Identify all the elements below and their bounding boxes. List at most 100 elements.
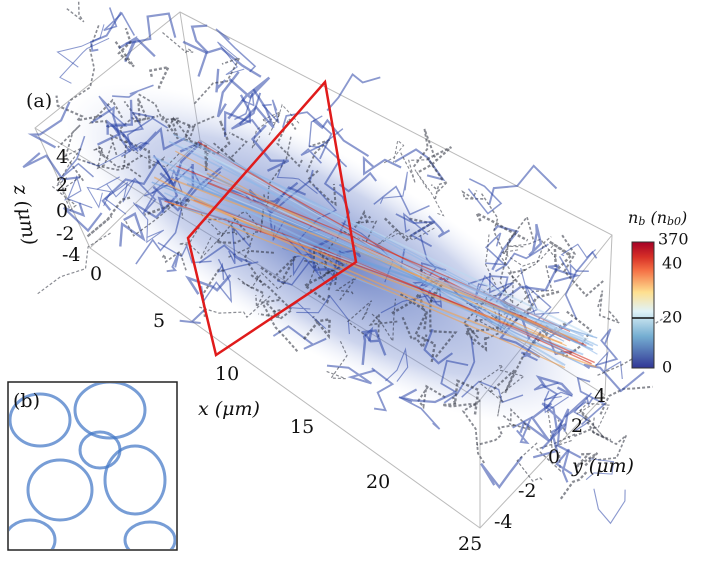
fiber — [134, 98, 159, 123]
fiber — [484, 232, 507, 266]
fiber — [55, 95, 102, 123]
fiber — [353, 209, 372, 228]
fiber — [9, 518, 57, 549]
fiber — [161, 115, 195, 140]
colorbar-title-part: b — [638, 215, 645, 228]
fiber — [151, 154, 175, 194]
fiber — [104, 179, 136, 215]
fiber — [512, 415, 533, 445]
fiber — [157, 242, 212, 264]
fiber — [423, 328, 454, 365]
fiber — [250, 274, 294, 320]
fiber — [430, 180, 449, 200]
fiber — [198, 244, 252, 264]
fiber — [161, 250, 187, 271]
colorbar-tick-label: 40 — [662, 254, 682, 273]
colorbar: nb (nb0) 370 40 20 0 — [628, 208, 689, 377]
fiber — [497, 369, 526, 417]
fiber — [56, 147, 83, 187]
fiber — [335, 277, 357, 301]
fiber — [398, 388, 458, 404]
fiber — [241, 281, 265, 310]
fiber — [86, 186, 112, 209]
fiber — [263, 136, 292, 210]
z-tick-label: 0 — [56, 200, 68, 222]
colorbar-tick-label: 20 — [662, 308, 682, 327]
fiber — [532, 423, 567, 459]
fiber — [476, 424, 515, 446]
fiber — [361, 326, 374, 366]
fiber — [480, 456, 523, 490]
fiber — [502, 407, 534, 432]
fiber — [215, 28, 257, 73]
z-tick-label: -4 — [62, 244, 81, 266]
fiber — [243, 249, 274, 287]
fiber — [190, 24, 209, 77]
fiber — [308, 115, 344, 148]
fiber — [9, 392, 72, 448]
fiber — [516, 442, 544, 482]
fiber — [36, 232, 111, 295]
fiber — [228, 208, 265, 258]
fiber — [215, 68, 227, 93]
fiber — [462, 322, 514, 352]
fiber — [91, 105, 131, 153]
fiber — [201, 258, 233, 304]
fiber — [174, 150, 567, 347]
fiber — [231, 92, 262, 133]
fiber — [300, 143, 348, 168]
z-tick-label: 2 — [56, 174, 68, 196]
fiber — [86, 196, 131, 238]
fiber — [312, 118, 370, 157]
fiber — [95, 145, 131, 169]
fiber — [57, 124, 84, 182]
fiber — [520, 330, 542, 362]
x-tick-label: 20 — [366, 471, 390, 493]
y-tick-label: 2 — [571, 415, 583, 437]
fiber — [385, 347, 409, 382]
fiber — [120, 117, 169, 158]
y-axis: 4 2 0 -2 -4 y (μm) — [494, 385, 634, 533]
colorbar-title-part: (n — [645, 208, 667, 227]
fiber — [576, 402, 610, 428]
fiber — [56, 24, 105, 68]
fiber — [305, 139, 331, 173]
fiber — [27, 101, 71, 149]
y-tick-label: 4 — [594, 385, 606, 407]
fiber — [324, 340, 348, 380]
inset-panel: (b) — [7, 381, 178, 551]
fiber — [138, 93, 181, 124]
fiber — [276, 116, 303, 168]
y-tick-label: 0 — [548, 446, 560, 468]
fiber — [414, 311, 437, 363]
fiber — [143, 197, 193, 216]
fiber — [556, 408, 582, 459]
fiber — [533, 381, 559, 410]
fiber — [98, 95, 128, 128]
fiber — [302, 268, 335, 304]
fiber — [564, 250, 598, 320]
fiber — [414, 169, 445, 217]
panel-label: (b) — [13, 390, 40, 412]
x-tick-label: 10 — [215, 363, 239, 385]
fiber — [383, 217, 435, 242]
fiber — [148, 65, 171, 89]
fiber — [558, 256, 589, 278]
fiber — [491, 224, 520, 271]
fiber — [217, 41, 245, 76]
fiber — [193, 56, 242, 105]
panel-label: (a) — [26, 90, 52, 112]
fiber — [86, 142, 150, 167]
fiber — [401, 316, 428, 350]
fiber — [443, 338, 476, 404]
fiber — [250, 124, 290, 172]
fiber — [548, 240, 574, 274]
fiber — [287, 301, 327, 329]
fiber — [227, 76, 271, 120]
fiber — [592, 431, 627, 461]
fiber — [183, 123, 209, 172]
fiber — [167, 157, 595, 345]
colorbar-tick-label: 370 — [658, 230, 689, 249]
fiber — [296, 294, 350, 335]
